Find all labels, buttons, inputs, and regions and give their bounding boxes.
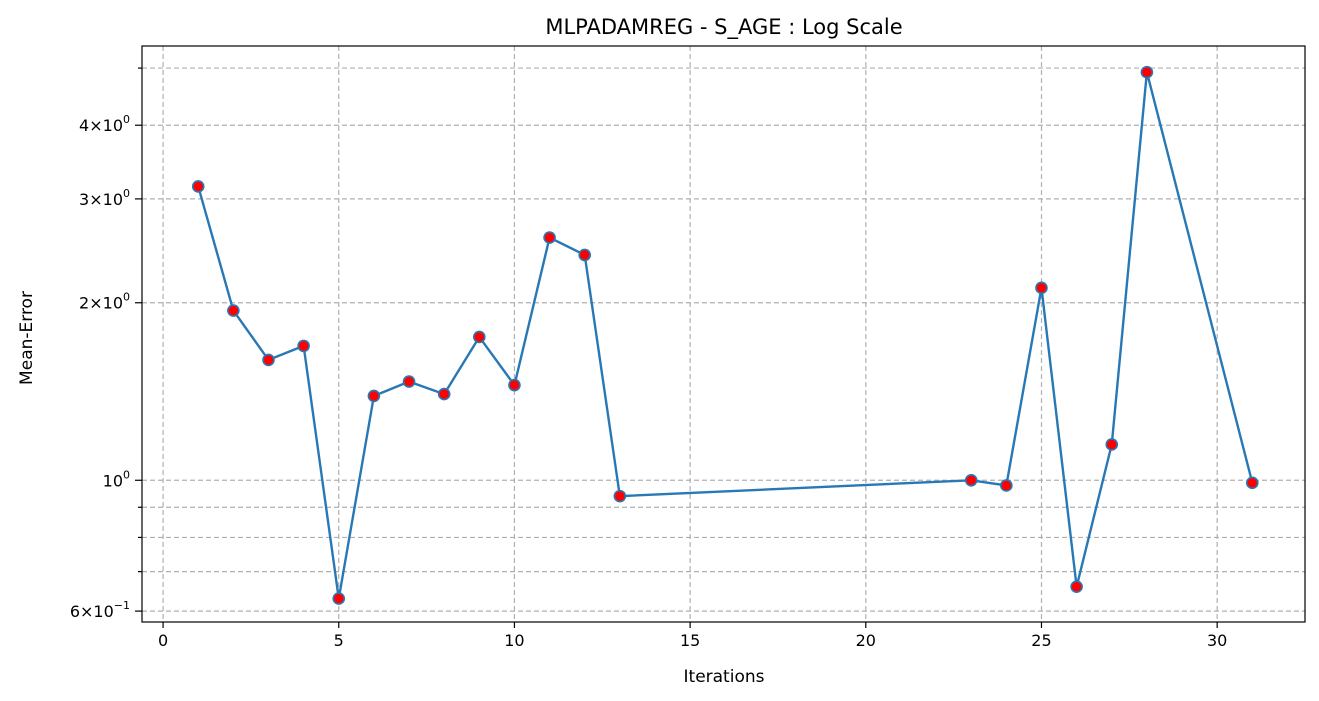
y-tick-base: 10 <box>103 116 123 135</box>
data-point <box>191 180 205 193</box>
data-point <box>1105 438 1119 451</box>
y-tick-times: × <box>89 190 102 209</box>
y-tick-mantissa: 4 <box>79 116 89 135</box>
x-tick-label: 30 <box>1207 631 1227 650</box>
y-tick-mantissa: 2 <box>79 294 89 313</box>
data-point <box>543 231 556 244</box>
chart-title: MLPADAMREG - S_AGE : Log Scale <box>545 15 902 40</box>
y-tick-exponent: 0 <box>123 187 130 200</box>
y-tick-label: 6×10−1 <box>70 599 130 621</box>
data-point <box>402 375 416 388</box>
y-tick-exponent: 0 <box>123 468 130 481</box>
data-point <box>964 473 978 487</box>
series-layer <box>191 65 1259 605</box>
x-tick-label: 5 <box>334 631 344 650</box>
data-point <box>1000 479 1013 492</box>
data-point <box>1070 580 1083 593</box>
data-point <box>262 353 275 367</box>
data-point <box>613 489 627 503</box>
data-point <box>437 387 451 401</box>
y-tick-base: 10 <box>103 471 123 490</box>
x-tick-label: 10 <box>504 631 524 650</box>
x-tick-label: 25 <box>1031 631 1051 650</box>
grid-layer <box>142 46 1305 622</box>
y-tick-exponent: 0 <box>123 291 130 304</box>
y-tick-label: 100 <box>103 468 130 490</box>
y-tick-mantissa: 3 <box>79 190 89 209</box>
x-axis-label: Iterations <box>684 667 765 687</box>
data-point <box>1140 65 1154 79</box>
y-tick-base: 10 <box>93 602 113 621</box>
x-tick-label: 15 <box>680 631 700 650</box>
y-axis-label: Mean-Error <box>17 291 37 385</box>
y-tick-label: 4×100 <box>79 113 130 135</box>
y-tick-exponent: −1 <box>114 599 130 612</box>
y-tick-base: 10 <box>103 294 123 313</box>
x-tick-label: 0 <box>158 631 168 650</box>
y-tick-times: × <box>89 116 102 135</box>
x-tick-label: 20 <box>856 631 876 650</box>
y-tick-base: 10 <box>103 190 123 209</box>
data-point <box>578 248 592 262</box>
y-tick-label: 3×100 <box>79 187 130 209</box>
y-tick-mantissa: 6 <box>70 602 80 621</box>
data-point <box>332 592 346 605</box>
data-point <box>1035 281 1048 295</box>
series-line <box>197 70 1254 600</box>
data-point <box>473 330 486 344</box>
data-point <box>1245 476 1259 490</box>
y-tick-times: × <box>80 602 93 621</box>
data-point <box>508 378 521 392</box>
data-point <box>367 389 381 403</box>
y-tick-times: × <box>89 294 102 313</box>
plot-frame <box>141 45 1306 623</box>
data-point <box>297 339 310 353</box>
data-point <box>227 304 240 317</box>
y-tick-label: 2×100 <box>79 291 130 313</box>
y-tick-exponent: 0 <box>123 113 130 126</box>
